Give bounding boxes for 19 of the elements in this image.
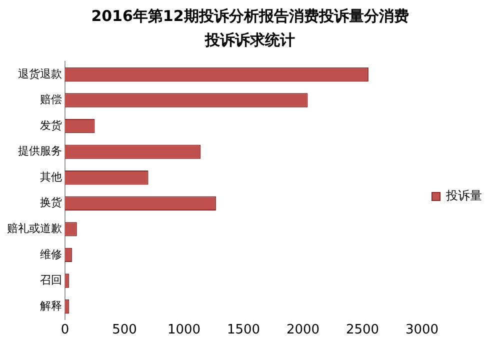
y-tick-label: 其他 [40, 170, 62, 184]
x-tick-label: 3000 [405, 322, 439, 338]
y-tick-label: 召回 [40, 274, 62, 287]
y-tick-label: 退货退款 [18, 67, 62, 80]
x-tick-label: 1500 [226, 322, 260, 338]
y-tick-label: 维修 [40, 248, 62, 261]
y-tick-label: 提供服务 [18, 144, 62, 158]
x-tick-label: 0 [60, 322, 70, 338]
y-tick-label: 发货 [40, 118, 62, 132]
x-tick-label: 2000 [286, 322, 320, 338]
y-tick-label: 赔偿 [40, 93, 62, 106]
y-tick-label: 赔礼或道歉 [7, 222, 62, 236]
y-tick-label: 解释 [40, 299, 62, 312]
x-tick-label: 2500 [346, 322, 380, 338]
x-tick-label: 500 [112, 322, 137, 338]
x-tick-label: 1000 [167, 322, 201, 338]
y-tick-label: 换货 [40, 196, 62, 210]
chart-title: 2016年第12期投诉分析报告消费投诉量分消费投诉诉求统计 [90, 6, 410, 51]
legend-label: 投诉量 [445, 188, 482, 203]
